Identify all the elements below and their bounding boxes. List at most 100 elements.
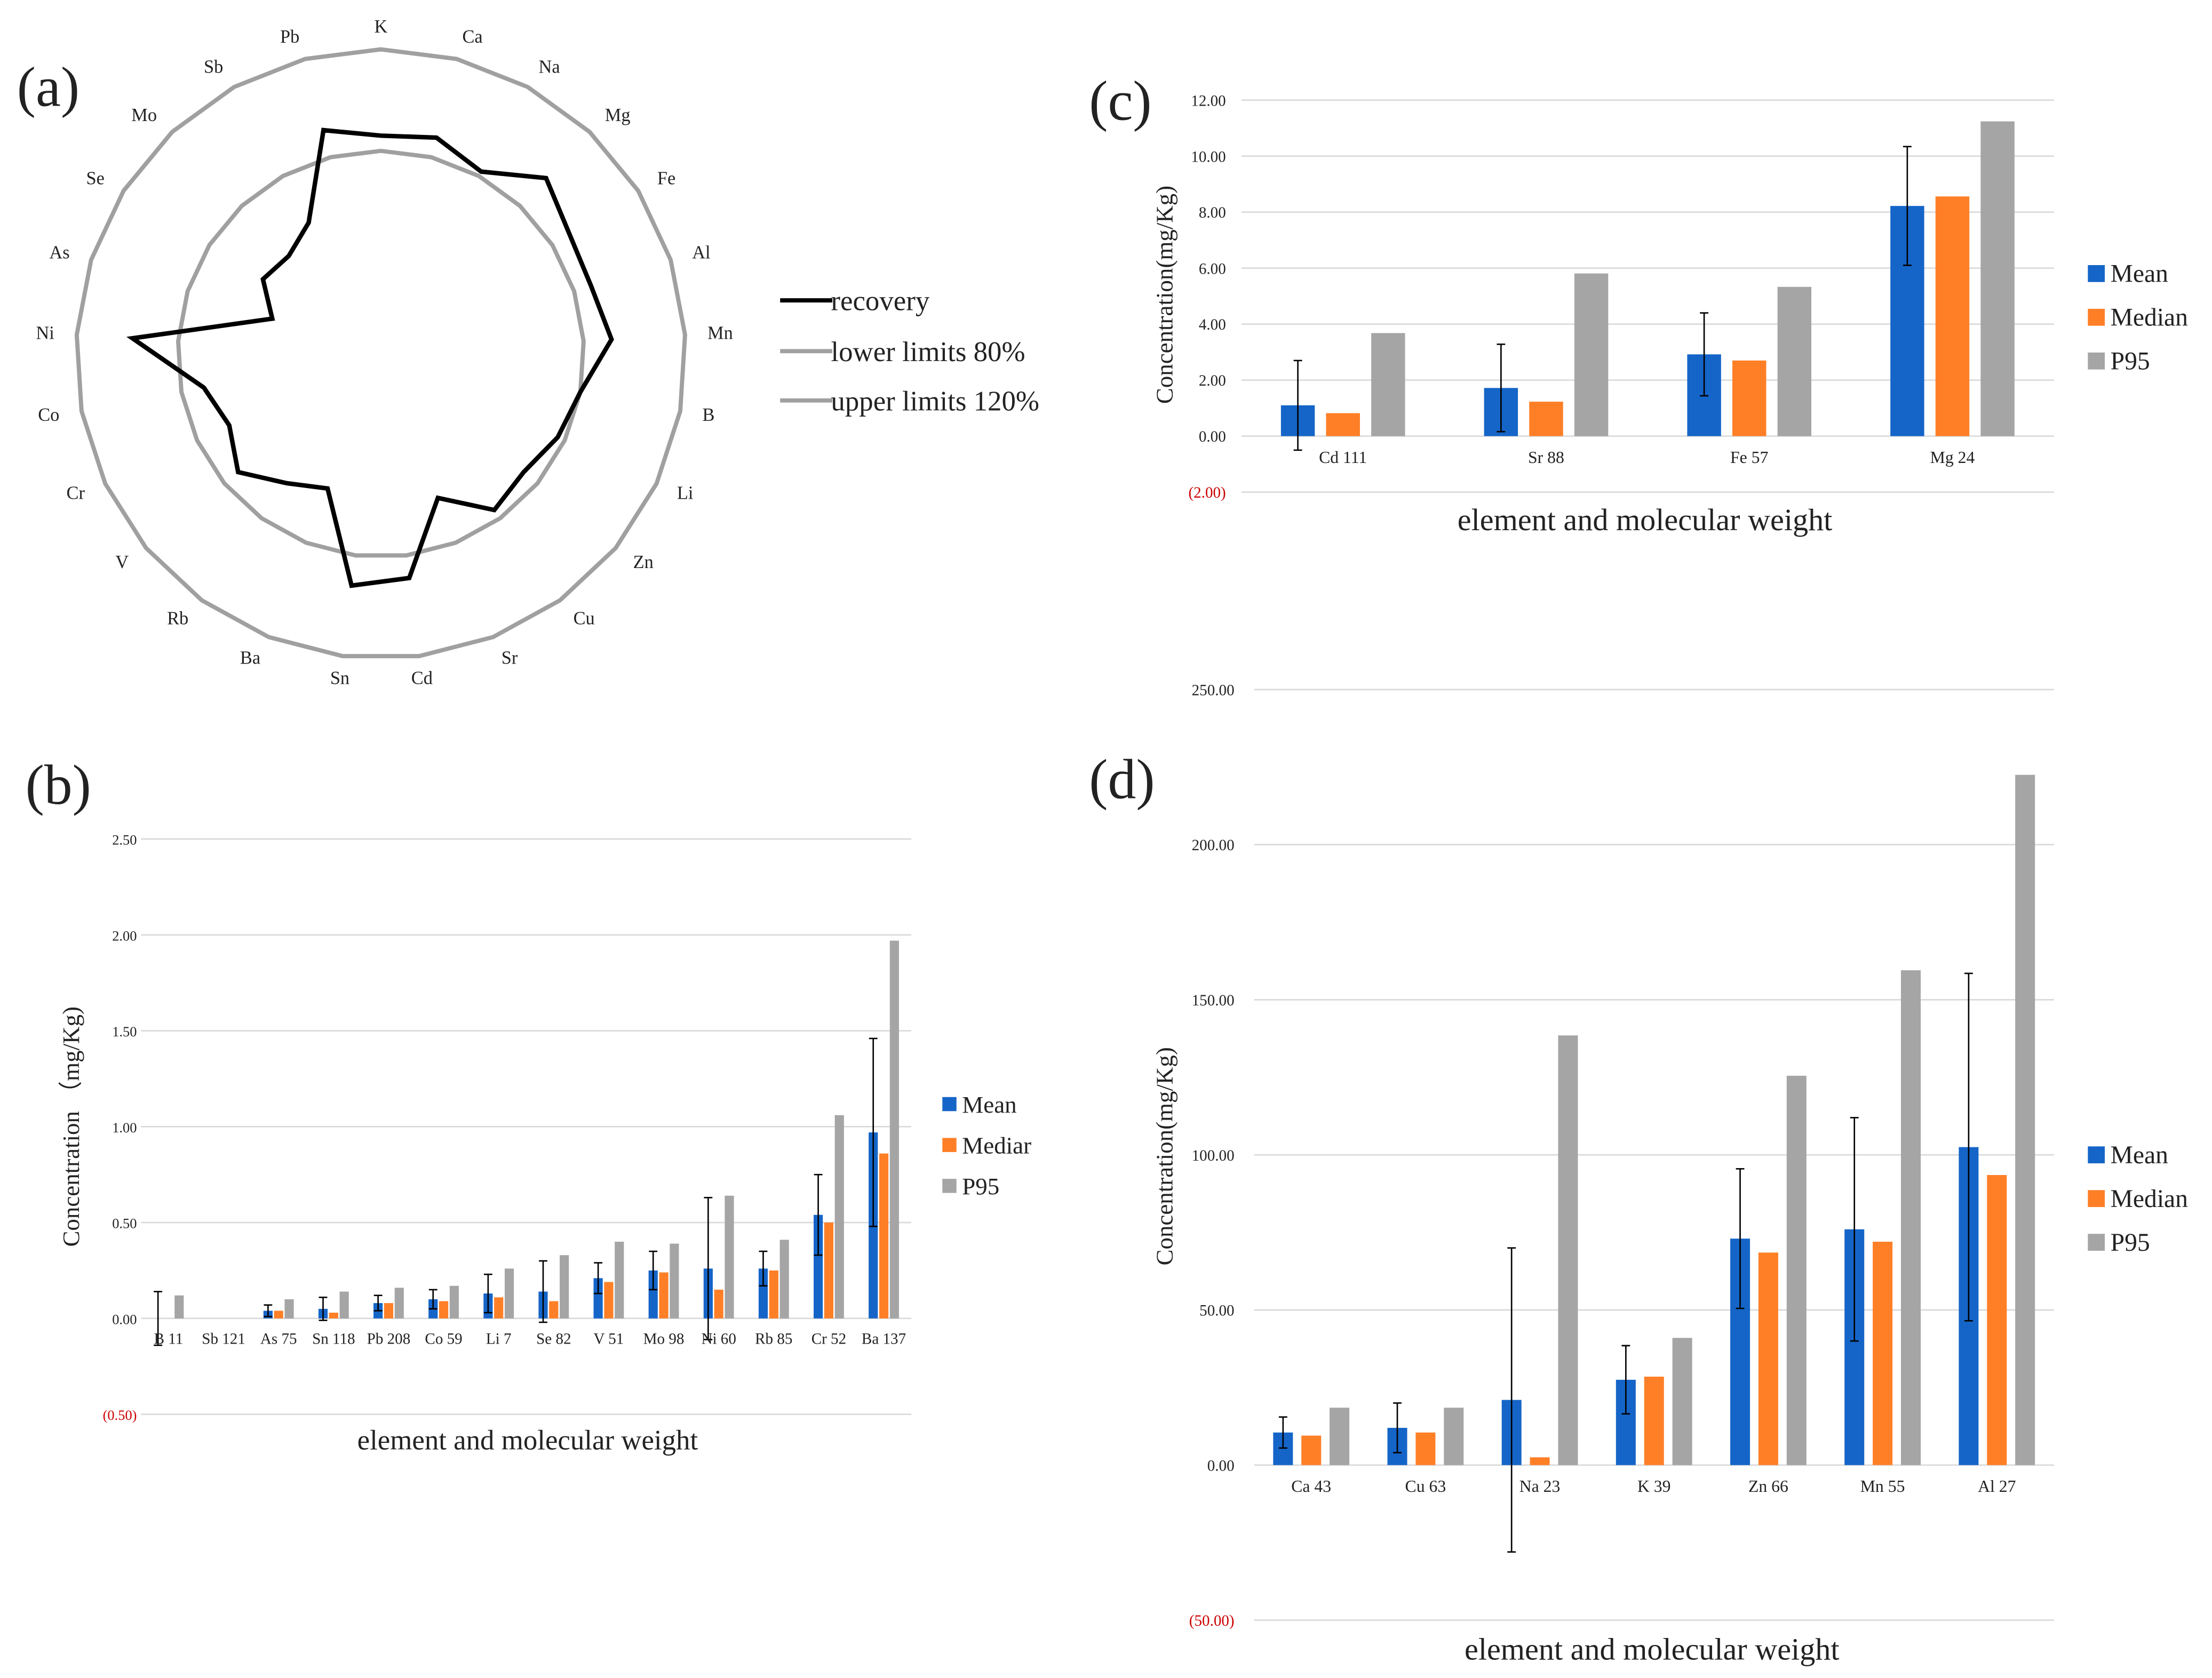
y-tick-label: (50.00) [1189, 1612, 1235, 1629]
median-bar [274, 1311, 283, 1319]
x-category-label: As 75 [260, 1330, 297, 1347]
p95-bar [1330, 1408, 1350, 1465]
legend-label: Mean [2111, 260, 2169, 288]
radar-axis-label: Ni [36, 323, 54, 343]
p95-bar [1672, 1338, 1692, 1465]
median-bar [1415, 1432, 1436, 1465]
legend-label: P95 [962, 1173, 999, 1200]
legend-swatch [942, 1097, 957, 1112]
legend-swatch [942, 1179, 957, 1193]
legend-swatch [2088, 1234, 2105, 1251]
median-bar [824, 1222, 834, 1319]
radar-axis-label: Mo [131, 105, 157, 125]
x-category-label: Na 23 [1519, 1477, 1561, 1496]
bar-chart-panel-d: (d) (50.00) 0.00 50.00 100.00 150.00 200.00 250… [1089, 682, 2188, 1666]
median-bar [769, 1270, 778, 1319]
radar-chart-panel-a: (a) K Ca Na Mg Fe Al Mn B Li Zn Cu Sr Cd Sn Ba Rb V Cr Co Ni… [17, 17, 1039, 689]
radar-axis-label: Ba [240, 648, 260, 668]
legend-label: Mean [2111, 1141, 2169, 1169]
median-bar [659, 1272, 669, 1319]
y-axis-title: Concentration(mg/Kg) [1151, 1047, 1177, 1265]
panel-label: (c) [1089, 70, 1151, 132]
x-category-label: Pb 208 [367, 1330, 411, 1347]
median-bar [549, 1301, 559, 1319]
x-category-label: B 11 [154, 1330, 184, 1347]
x-axis-title: element and molecular weight [357, 1425, 698, 1456]
x-category-label: Cu 63 [1405, 1477, 1446, 1496]
y-tick-label: 4.00 [1199, 316, 1226, 333]
mean-bar [593, 1278, 603, 1319]
median-bar [879, 1153, 889, 1319]
radar-axis-label: Cd [411, 668, 433, 689]
p95-bar [1980, 121, 2015, 436]
lower-limit-series-line [176, 148, 586, 558]
legend-swatch [2088, 308, 2105, 326]
radar-axis-label: Li [677, 483, 694, 503]
median-bar [604, 1282, 614, 1319]
median-bar [384, 1303, 394, 1319]
p95-bar [725, 1195, 734, 1319]
radar-axis-label: Sn [330, 668, 349, 689]
legend-label: Mean [962, 1091, 1016, 1118]
legend-label: P95 [2111, 348, 2150, 375]
radar-axis-label: Cr [67, 483, 85, 503]
median-bar [714, 1289, 723, 1319]
legend-label: lower limits 80% [831, 337, 1025, 367]
p95-bar [284, 1299, 294, 1319]
x-category-label: Li 7 [486, 1330, 512, 1347]
x-category-label: Ba 137 [862, 1330, 906, 1347]
radar-axis-label: Mn [707, 323, 733, 343]
p95-bar [174, 1295, 184, 1319]
radar-axis-label: Fe [657, 169, 675, 189]
legend-label: Mediar [962, 1132, 1031, 1159]
x-category-label: Co 59 [425, 1330, 462, 1347]
p95-bar [1777, 286, 1812, 436]
radar-axis-label: Rb [167, 608, 188, 628]
mean-bar [758, 1268, 768, 1319]
p95-bar [889, 940, 899, 1319]
radar-axis-label: Ca [462, 27, 482, 47]
y-tick-label: 8.00 [1199, 204, 1226, 221]
legend-label: upper limits 120% [831, 386, 1039, 417]
x-category-label: Al 27 [1978, 1477, 2016, 1496]
x-axis-title: element and molecular weight [1458, 502, 1833, 537]
median-bar [439, 1301, 449, 1319]
y-tick-label: 200.00 [1192, 837, 1235, 854]
mean-bar [648, 1270, 658, 1319]
x-category-label: Zn 66 [1748, 1477, 1788, 1496]
p95-bar [2015, 774, 2035, 1465]
median-bar [1873, 1242, 1893, 1465]
legend-swatch [2088, 352, 2105, 370]
median-bar [1326, 413, 1360, 436]
p95-bar [1371, 333, 1405, 436]
legend-label: Median [2111, 304, 2189, 332]
x-category-label: Mg 24 [1930, 448, 1975, 467]
legend-swatch [2088, 265, 2105, 282]
median-bar [1529, 402, 1563, 436]
radar-axis-label: K [375, 17, 388, 37]
y-tick-label: 150.00 [1192, 992, 1235, 1009]
radar-axis-label: Zn [633, 552, 654, 572]
x-axis-title: element and molecular weight [1465, 1632, 1840, 1667]
p95-bar [560, 1255, 569, 1319]
p95-bar [1900, 970, 1921, 1465]
panel-label: (d) [1089, 748, 1155, 810]
p95-bar [1558, 1035, 1578, 1465]
y-tick-label: 2.00 [112, 928, 137, 944]
x-category-label: Rb 85 [755, 1330, 792, 1347]
radar-axis-label: B [703, 405, 715, 425]
p95-bar [1444, 1408, 1464, 1465]
y-tick-label: 6.00 [1199, 260, 1226, 277]
p95-bar [339, 1291, 349, 1319]
x-category-label: Sb 121 [202, 1330, 245, 1347]
y-tick-label: 250.00 [1192, 682, 1235, 699]
x-category-label: Ca 43 [1291, 1477, 1331, 1496]
y-tick-label: 0.00 [112, 1311, 137, 1327]
p95-bar [504, 1268, 514, 1319]
median-bar [1301, 1435, 1322, 1465]
bar-chart-panel-b: (b) (0.50) 0.00 0.50 1.00 1.50 2.00 2.50 B 11 Sb … [26, 754, 1032, 1456]
p95-bar [670, 1243, 679, 1319]
x-category-label: Mn 55 [1860, 1477, 1905, 1496]
x-category-label: Mo 98 [643, 1330, 685, 1347]
